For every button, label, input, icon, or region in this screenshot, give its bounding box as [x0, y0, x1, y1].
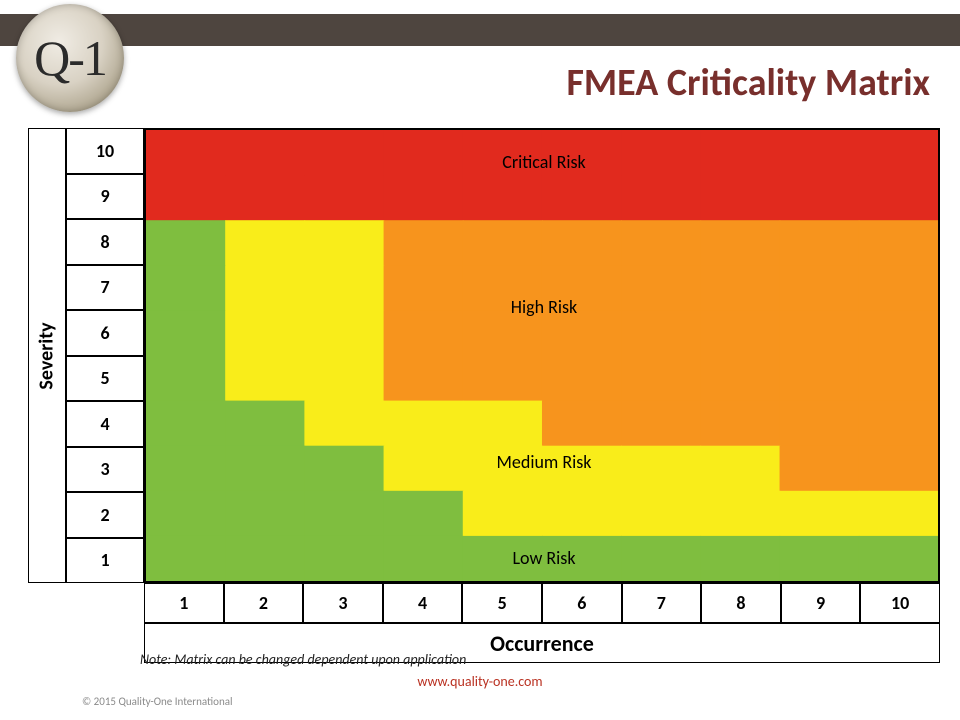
- severity-tick: 2: [66, 492, 144, 538]
- matrix-area: Critical Risk High Risk Medium Risk Low Ris…: [144, 128, 940, 583]
- risk-label-low: Low Risk: [512, 547, 575, 569]
- severity-tick: 3: [66, 447, 144, 493]
- occurrence-tick: 4: [383, 583, 463, 623]
- occurrence-tick: 7: [622, 583, 702, 623]
- page-title: FMEA Criticality Matrix: [566, 60, 930, 106]
- severity-tick: 8: [66, 219, 144, 265]
- risk-label-high: High Risk: [511, 296, 577, 318]
- website-url: www.quality-one.com: [0, 673, 960, 690]
- logo-badge: Q-1: [16, 4, 124, 112]
- severity-tick: 1: [66, 538, 144, 584]
- occurrence-tick: 8: [701, 583, 781, 623]
- occurrence-tick: 5: [462, 583, 542, 623]
- occurrence-tick: 2: [224, 583, 304, 623]
- severity-tick: 7: [66, 265, 144, 311]
- y-axis-label: Severity: [28, 128, 66, 583]
- severity-tick: 4: [66, 401, 144, 447]
- logo-text: Q-1: [34, 29, 106, 87]
- occurrence-tick: 10: [860, 583, 940, 623]
- criticality-matrix: Severity10987654321Critical RiskHigh Ris…: [28, 128, 940, 663]
- occurrence-tick: 6: [542, 583, 622, 623]
- slide: Q-1 FMEA Criticality Matrix Severity1098…: [0, 0, 960, 720]
- severity-tick: 5: [66, 356, 144, 402]
- occurrence-tick: 3: [303, 583, 383, 623]
- risk-label-medium: Medium Risk: [497, 451, 592, 473]
- risk-label-critical: Critical Risk: [502, 151, 585, 173]
- severity-tick: 10: [66, 128, 144, 174]
- top-bar: [0, 14, 960, 46]
- footnote: Note: Matrix can be changed dependent up…: [140, 651, 466, 668]
- occurrence-tick: 1: [144, 583, 224, 623]
- severity-tick: 9: [66, 174, 144, 220]
- occurrence-tick: 9: [781, 583, 861, 623]
- severity-tick: 6: [66, 310, 144, 356]
- copyright-text: © 2015 Quality-One International: [82, 695, 233, 708]
